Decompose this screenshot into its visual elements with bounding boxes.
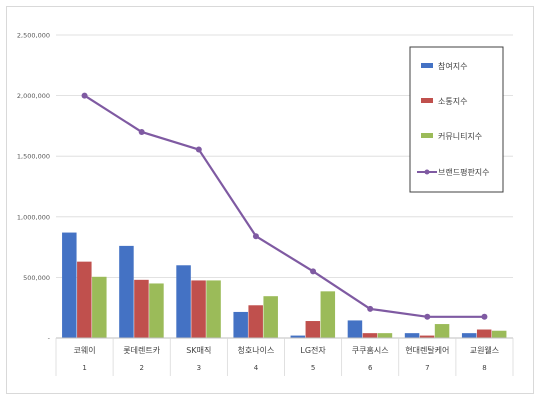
legend-marker <box>424 169 430 175</box>
legend-label: 참여지수 <box>438 61 467 71</box>
y-tick-label: 1,500,000 <box>17 153 50 161</box>
y-tick-label: 1,000,000 <box>17 213 50 221</box>
brand-index-point-4 <box>252 233 259 240</box>
x-category-label: 청호나이스 <box>238 345 275 355</box>
x-category-index: 4 <box>254 364 259 372</box>
bar-community-5 <box>320 291 336 338</box>
bar-communication-5 <box>305 321 321 338</box>
y-tick-label: 2,500,000 <box>17 32 50 40</box>
bar-community-6 <box>377 333 393 338</box>
bar-participation-2 <box>119 245 134 338</box>
x-category-index: 3 <box>197 364 201 372</box>
x-category-label: 코웨이 <box>74 345 96 355</box>
x-category-index: 7 <box>425 364 429 372</box>
x-category-index: 2 <box>139 364 143 372</box>
bar-participation-5 <box>290 335 306 338</box>
y-tick-label: 2,000,000 <box>17 92 50 100</box>
brand-index-point-5 <box>310 268 317 275</box>
legend-label: 커뮤니티지수 <box>438 131 482 141</box>
bar-communication-3 <box>191 280 206 338</box>
x-category-label: 롯데렌트카 <box>123 345 160 355</box>
brand-index-line <box>81 92 488 320</box>
legend-label: 브랜드평판지수 <box>438 167 490 177</box>
bar-participation-4 <box>233 311 248 338</box>
bar-participation-8 <box>461 333 477 338</box>
bar-community-4 <box>263 296 278 338</box>
bar-participation-7 <box>404 333 420 338</box>
brand-index-point-1 <box>81 92 88 99</box>
legend-swatch <box>421 98 433 103</box>
legend-box <box>409 46 504 193</box>
x-category-label: SK매직 <box>186 345 211 355</box>
x-category-label: 현대렌탈케어 <box>405 345 449 355</box>
bar-communication-6 <box>362 333 378 338</box>
x-axis: 코웨이 1 롯데렌트카 2 SK매직 3 청호나이스 4 LG전자 5 쿠쿠홈시스 6 현대렌탈케어 7 교… <box>55 337 514 376</box>
bar-communication-1 <box>77 261 92 338</box>
x-category-index: 5 <box>311 364 315 372</box>
bars <box>62 232 507 338</box>
bar-communication-2 <box>134 279 149 338</box>
bar-community-1 <box>92 276 107 338</box>
bar-community-8 <box>491 330 507 338</box>
brand-index-point-6 <box>367 305 374 312</box>
x-category-index: 6 <box>368 364 373 372</box>
bar-community-2 <box>149 283 164 338</box>
x-category-label: 교원웰스 <box>470 345 499 355</box>
bar-community-7 <box>434 324 450 338</box>
legend-label: 소통지수 <box>438 97 467 106</box>
y-tick-label: - <box>48 335 51 343</box>
y-axis-tick-labels: 2,500,000 2,000,000 1,500,000 1,000,000 500,… <box>17 32 51 343</box>
legend-swatch <box>421 133 433 138</box>
x-category-index: 1 <box>82 364 86 372</box>
bar-communication-4 <box>248 305 263 338</box>
brand-index-polyline <box>83 94 485 318</box>
y-tick-label: 500,000 <box>23 274 50 282</box>
bar-communication-7 <box>419 335 435 338</box>
brand-index-point-3 <box>195 146 202 153</box>
x-category-label: LG전자 <box>300 345 326 355</box>
brand-index-point-2 <box>138 128 145 135</box>
bar-community-3 <box>206 280 221 338</box>
bar-communication-8 <box>476 329 492 338</box>
bar-participation-1 <box>62 232 77 338</box>
bar-participation-6 <box>347 320 363 338</box>
x-category-index: 8 <box>482 364 486 372</box>
x-category-label: 쿠쿠홈시스 <box>352 345 389 355</box>
legend-swatch <box>421 63 433 68</box>
brand-index-point-8 <box>481 313 488 320</box>
bar-participation-3 <box>176 265 191 338</box>
brand-index-point-7 <box>424 313 431 320</box>
